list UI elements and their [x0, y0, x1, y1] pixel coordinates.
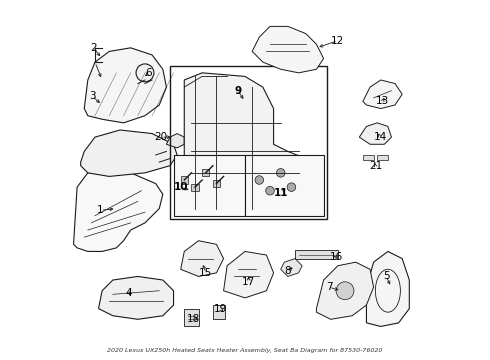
Text: 16: 16 [329, 252, 343, 262]
Text: 2: 2 [90, 43, 97, 53]
Bar [192, 184, 198, 191]
Circle shape [255, 176, 264, 184]
Text: 12: 12 [331, 36, 344, 46]
Text: 18: 18 [187, 314, 200, 324]
Text: 5: 5 [383, 271, 390, 282]
Bar [170, 66, 327, 219]
Text: 21: 21 [369, 161, 382, 171]
Text: 7: 7 [326, 282, 332, 292]
Bar [181, 176, 188, 184]
Bar [213, 180, 220, 187]
Bar [184, 309, 198, 327]
Text: 20: 20 [154, 132, 168, 142]
Polygon shape [98, 276, 173, 319]
Text: 19: 19 [213, 303, 226, 314]
Text: 10: 10 [173, 182, 188, 192]
Polygon shape [223, 251, 273, 298]
Text: 14: 14 [374, 132, 388, 142]
Text: 15: 15 [199, 268, 212, 278]
Text: 2020 Lexus UX250h Heated Seats Heater Assembly, Seat Ba Diagram for 87530-76020: 2020 Lexus UX250h Heated Seats Heater As… [107, 348, 383, 353]
Circle shape [336, 282, 354, 300]
Circle shape [266, 186, 274, 195]
Bar [245, 155, 323, 216]
Text: 17: 17 [242, 277, 255, 287]
Polygon shape [359, 123, 392, 144]
Text: 6: 6 [145, 68, 152, 78]
Polygon shape [184, 73, 313, 216]
Circle shape [287, 183, 296, 192]
Text: 11: 11 [273, 188, 288, 198]
Text: 4: 4 [125, 288, 132, 297]
Bar [213, 305, 225, 319]
Polygon shape [281, 258, 302, 276]
Bar [202, 169, 209, 176]
Bar [363, 155, 373, 160]
Text: 8: 8 [285, 266, 291, 276]
Text: 1: 1 [97, 205, 104, 215]
Bar [377, 155, 388, 160]
Polygon shape [167, 134, 184, 148]
Circle shape [136, 64, 154, 82]
Polygon shape [181, 241, 223, 276]
Circle shape [276, 168, 285, 177]
Polygon shape [252, 26, 323, 73]
Polygon shape [363, 80, 402, 109]
Polygon shape [84, 48, 167, 123]
Polygon shape [74, 169, 163, 251]
Bar [295, 249, 338, 258]
Polygon shape [367, 251, 409, 327]
Text: 13: 13 [376, 96, 389, 107]
Polygon shape [81, 130, 177, 176]
Text: 9: 9 [234, 86, 242, 96]
Polygon shape [317, 262, 373, 319]
Bar [173, 155, 245, 216]
Text: 3: 3 [89, 91, 96, 101]
